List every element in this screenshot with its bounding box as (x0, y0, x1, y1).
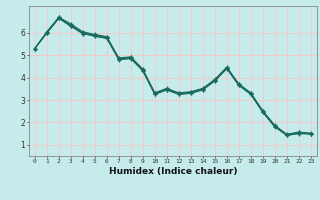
X-axis label: Humidex (Indice chaleur): Humidex (Indice chaleur) (108, 167, 237, 176)
